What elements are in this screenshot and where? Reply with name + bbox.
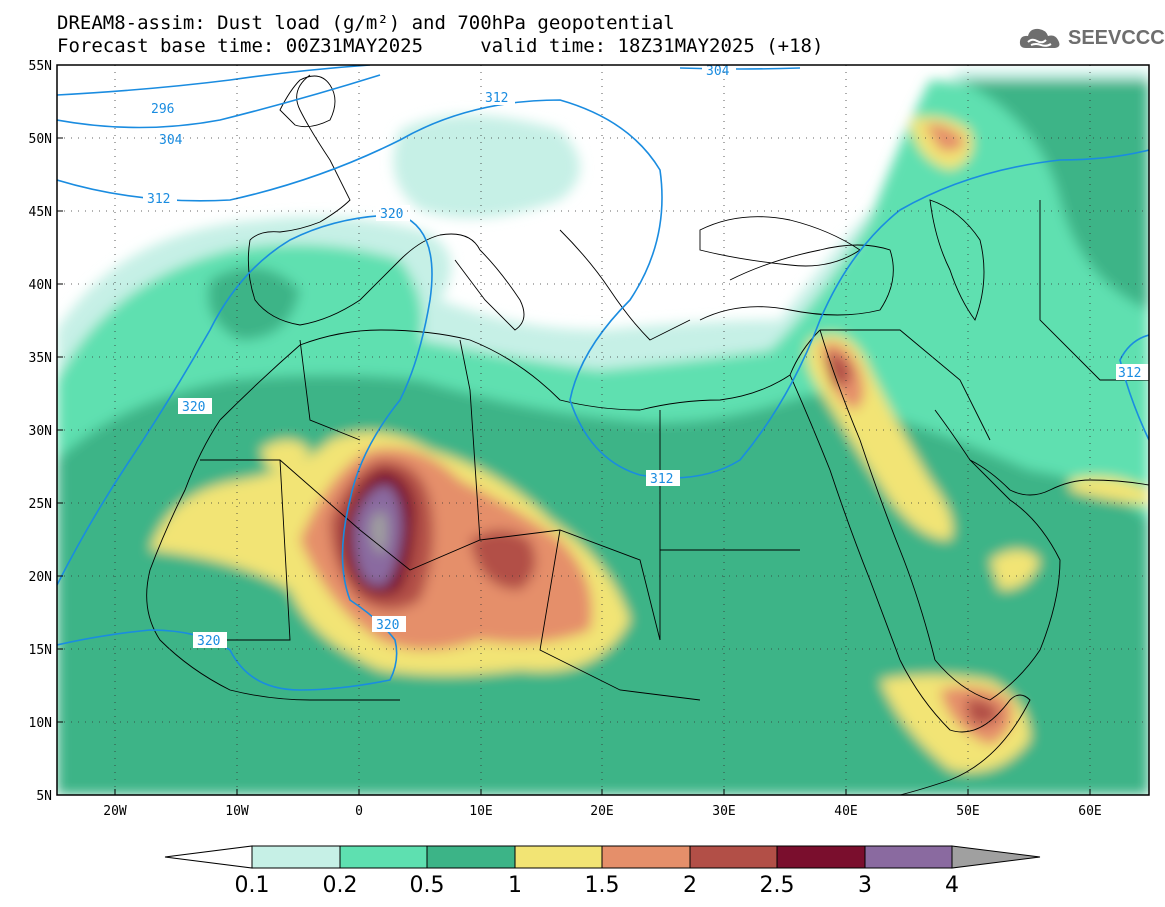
colorbar-swatch — [339, 845, 428, 869]
contour-label: 320 — [197, 634, 220, 649]
contour-label: 304 — [706, 64, 730, 79]
lat-label: 25N — [29, 497, 52, 512]
lon-label: 50E — [956, 804, 979, 819]
contour-labels: 296 304 312 320 312 304 312 320 320 312 … — [143, 64, 1149, 649]
lon-label: 30E — [712, 804, 735, 819]
colorbar-swatch — [864, 845, 953, 869]
colorbar-labels: 0.1 0.2 0.5 1 1.5 2 2.5 3 4 — [235, 873, 960, 898]
contour-label: 312 — [485, 91, 508, 106]
colorbar-label: 1 — [508, 873, 522, 898]
lon-label: 0 — [355, 804, 363, 819]
colorbar-label: 2.5 — [760, 873, 795, 898]
colorbar — [164, 845, 1041, 869]
colorbar-label: 3 — [858, 873, 872, 898]
logo-text: SEEVCCC — [1068, 26, 1165, 49]
colorbar-swatch — [514, 845, 603, 869]
contour-label: 320 — [182, 400, 205, 415]
colorbar-label: 1.5 — [585, 873, 620, 898]
lat-label: 50N — [29, 132, 52, 147]
colorbar-swatch — [426, 845, 516, 869]
lat-label: 5N — [36, 789, 52, 804]
colorbar-upper-arrow — [951, 845, 1041, 869]
contour-label: 320 — [376, 618, 399, 633]
lat-label: 30N — [29, 424, 52, 439]
contour-label: 304 — [159, 133, 183, 148]
dust-field: 296 304 312 320 312 304 312 320 320 312 … — [57, 64, 1149, 795]
lat-label: 40N — [29, 278, 52, 293]
geopotential-contours — [57, 65, 1149, 691]
contour-label: 296 — [151, 102, 174, 117]
colorbar-swatch — [689, 845, 778, 869]
contour-label: 320 — [380, 207, 403, 222]
graticule — [57, 65, 1149, 795]
coastlines — [146, 74, 1149, 795]
contour-label: 312 — [650, 472, 673, 487]
lat-label: 10N — [29, 716, 52, 731]
colorbar-label: 0.2 — [323, 873, 358, 898]
lon-label: 10W — [225, 804, 249, 819]
colorbar-label: 0.1 — [235, 873, 270, 898]
contour-label: 312 — [1118, 366, 1141, 381]
contour-label: 312 — [147, 192, 170, 207]
lon-label: 20W — [103, 804, 127, 819]
lat-label: 15N — [29, 643, 52, 658]
colorbar-swatch — [601, 845, 691, 869]
colorbar-label: 4 — [945, 873, 959, 898]
colorbar-lower-arrow — [164, 845, 253, 869]
map-title: DREAM8-assim: Dust load (g/m²) and 700hP… — [57, 12, 675, 34]
colorbar-swatch — [776, 845, 866, 869]
lat-label: 55N — [29, 59, 52, 74]
colorbar-label: 2 — [683, 873, 697, 898]
colorbar-swatch — [251, 845, 341, 869]
cloud-icon — [1019, 28, 1060, 48]
longitude-axis: 20W 10W 0 10E 20E 30E 40E 50E 60E — [103, 789, 1102, 819]
lon-label: 20E — [590, 804, 613, 819]
colorbar-label: 0.5 — [410, 873, 445, 898]
lon-label: 10E — [469, 804, 492, 819]
forecast-times: Forecast base time: 00Z31MAY2025 valid t… — [57, 35, 824, 57]
lat-label: 20N — [29, 570, 52, 585]
lat-label: 45N — [29, 205, 52, 220]
latitude-axis: 55N 50N 45N 40N 35N 30N 25N 20N 15N 10N … — [29, 59, 63, 804]
lon-label: 40E — [834, 804, 857, 819]
seevccc-logo: SEEVCCC — [1018, 24, 1165, 52]
lon-label: 60E — [1078, 804, 1101, 819]
lat-label: 35N — [29, 351, 52, 366]
